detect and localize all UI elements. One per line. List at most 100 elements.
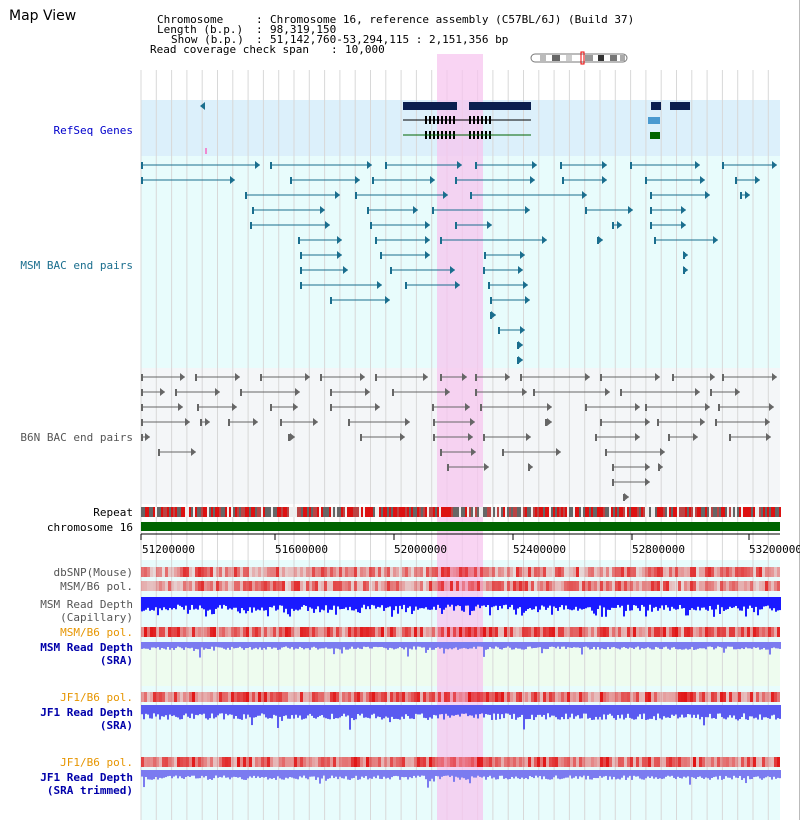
b6n-bac-pair: [365, 388, 370, 396]
polymorphism-cell: [162, 757, 165, 767]
read-depth-bar: [261, 597, 263, 608]
polymorphism-cell: [291, 627, 294, 637]
read-depth-bar: [319, 770, 321, 784]
b6n-bac-pair: [522, 388, 527, 396]
b6n-bac-pair: [197, 404, 199, 411]
read-depth-bar: [181, 705, 183, 720]
read-depth-bar: [467, 770, 469, 780]
msm-bac-pair: [598, 236, 603, 244]
polymorphism-cell: [741, 581, 744, 591]
polymorphism-cell: [261, 692, 264, 702]
polymorphism-cell: [264, 757, 267, 767]
read-depth-bar: [471, 770, 473, 777]
read-depth-bar: [735, 642, 737, 650]
polymorphism-cell: [207, 692, 210, 702]
polymorphism-cell: [483, 567, 486, 577]
read-depth-bar: [325, 770, 327, 781]
polymorphism-cell: [258, 581, 261, 591]
polymorphism-cell: [192, 692, 195, 702]
polymorphism-cell: [618, 567, 621, 577]
polymorphism-cell: [303, 581, 306, 591]
length-label: Length (b.p.): [157, 23, 244, 36]
polymorphism-cell: [189, 581, 192, 591]
read-depth-bar: [293, 705, 295, 719]
polymorphism-cell: [522, 567, 525, 577]
read-depth-bar: [491, 705, 493, 720]
polymorphism-cell: [495, 627, 498, 637]
polymorphism-cell: [693, 627, 696, 637]
b6n-bac-pair: [185, 418, 190, 426]
read-depth-bar: [239, 770, 241, 778]
track-label-refseq[interactable]: RefSeq Genes: [53, 124, 133, 137]
read-depth-bar: [381, 597, 383, 606]
read-depth-bar: [419, 770, 421, 777]
msm-bac-pair: [740, 192, 742, 199]
polymorphism-cell: [642, 581, 645, 591]
read-depth-bar: [573, 642, 575, 648]
polymorphism-cell: [318, 581, 321, 591]
polymorphism-cell: [456, 581, 459, 591]
read-depth-bar: [389, 642, 391, 648]
read-depth-bar: [519, 770, 521, 780]
read-depth-bar: [207, 770, 209, 780]
read-depth-bar: [211, 705, 213, 714]
polymorphism-cell: [645, 692, 648, 702]
repeat-segment: [187, 507, 189, 517]
repeat-segment: [247, 507, 249, 517]
b6n-bac-pair: [440, 449, 442, 456]
read-depth-bar: [227, 770, 229, 778]
polymorphism-cell: [456, 757, 459, 767]
read-depth-bar: [525, 642, 527, 650]
read-depth-bar: [395, 597, 397, 607]
track-label-msm-bac[interactable]: MSM BAC end pairs: [20, 259, 133, 272]
repeat-segment: [549, 507, 551, 517]
polymorphism-cell: [273, 627, 276, 637]
polymorphism-cell: [348, 567, 351, 577]
msm-bac-pair: [628, 206, 633, 214]
polymorphism-cell: [645, 567, 648, 577]
read-depth-bar: [405, 597, 407, 613]
repeat-segment: [697, 507, 699, 517]
read-depth-bar: [633, 642, 635, 649]
read-depth-bar: [591, 642, 593, 650]
read-depth-bar: [741, 705, 743, 717]
read-depth-bar: [247, 597, 249, 611]
read-depth-bar: [371, 597, 373, 605]
polymorphism-cell: [267, 567, 270, 577]
read-depth-bar: [687, 705, 689, 715]
polymorphism-cell: [576, 627, 579, 637]
repeat-segment: [153, 507, 155, 517]
read-depth-bar: [333, 770, 335, 779]
repeat-segment: [673, 507, 675, 517]
read-depth-bar: [411, 642, 413, 650]
read-depth-bar: [615, 642, 617, 649]
polymorphism-cell: [198, 692, 201, 702]
b6n-bac-pair: [375, 403, 380, 411]
read-depth-bar: [695, 770, 697, 779]
read-depth-bar: [355, 597, 357, 610]
polymorphism-cell: [747, 757, 750, 767]
polymorphism-cell: [465, 757, 468, 767]
polymorphism-cell: [300, 627, 303, 637]
b6n-bac-pair: [423, 373, 428, 381]
read-depth-bar: [327, 642, 329, 649]
read-depth-bar: [443, 642, 445, 654]
polymorphism-cell: [348, 757, 351, 767]
repeat-segment: [525, 507, 527, 517]
polymorphism-cell: [537, 692, 540, 702]
b6n-bac-pair: [475, 374, 477, 381]
read-depth-bar: [605, 642, 607, 650]
polymorphism-cell: [252, 757, 255, 767]
read-depth-bar: [455, 642, 457, 648]
read-depth-bar: [541, 770, 543, 780]
polymorphism-cell: [459, 581, 462, 591]
track-label-b6n-bac[interactable]: B6N BAC end pairs: [20, 431, 133, 444]
read-depth-bar: [195, 705, 197, 715]
read-depth-bar: [281, 642, 283, 648]
read-depth-bar: [173, 597, 175, 609]
msm-bac-pair: [470, 192, 472, 199]
repeat-segment: [671, 507, 673, 517]
polymorphism-cell: [441, 692, 444, 702]
polymorphism-cell: [417, 692, 420, 702]
